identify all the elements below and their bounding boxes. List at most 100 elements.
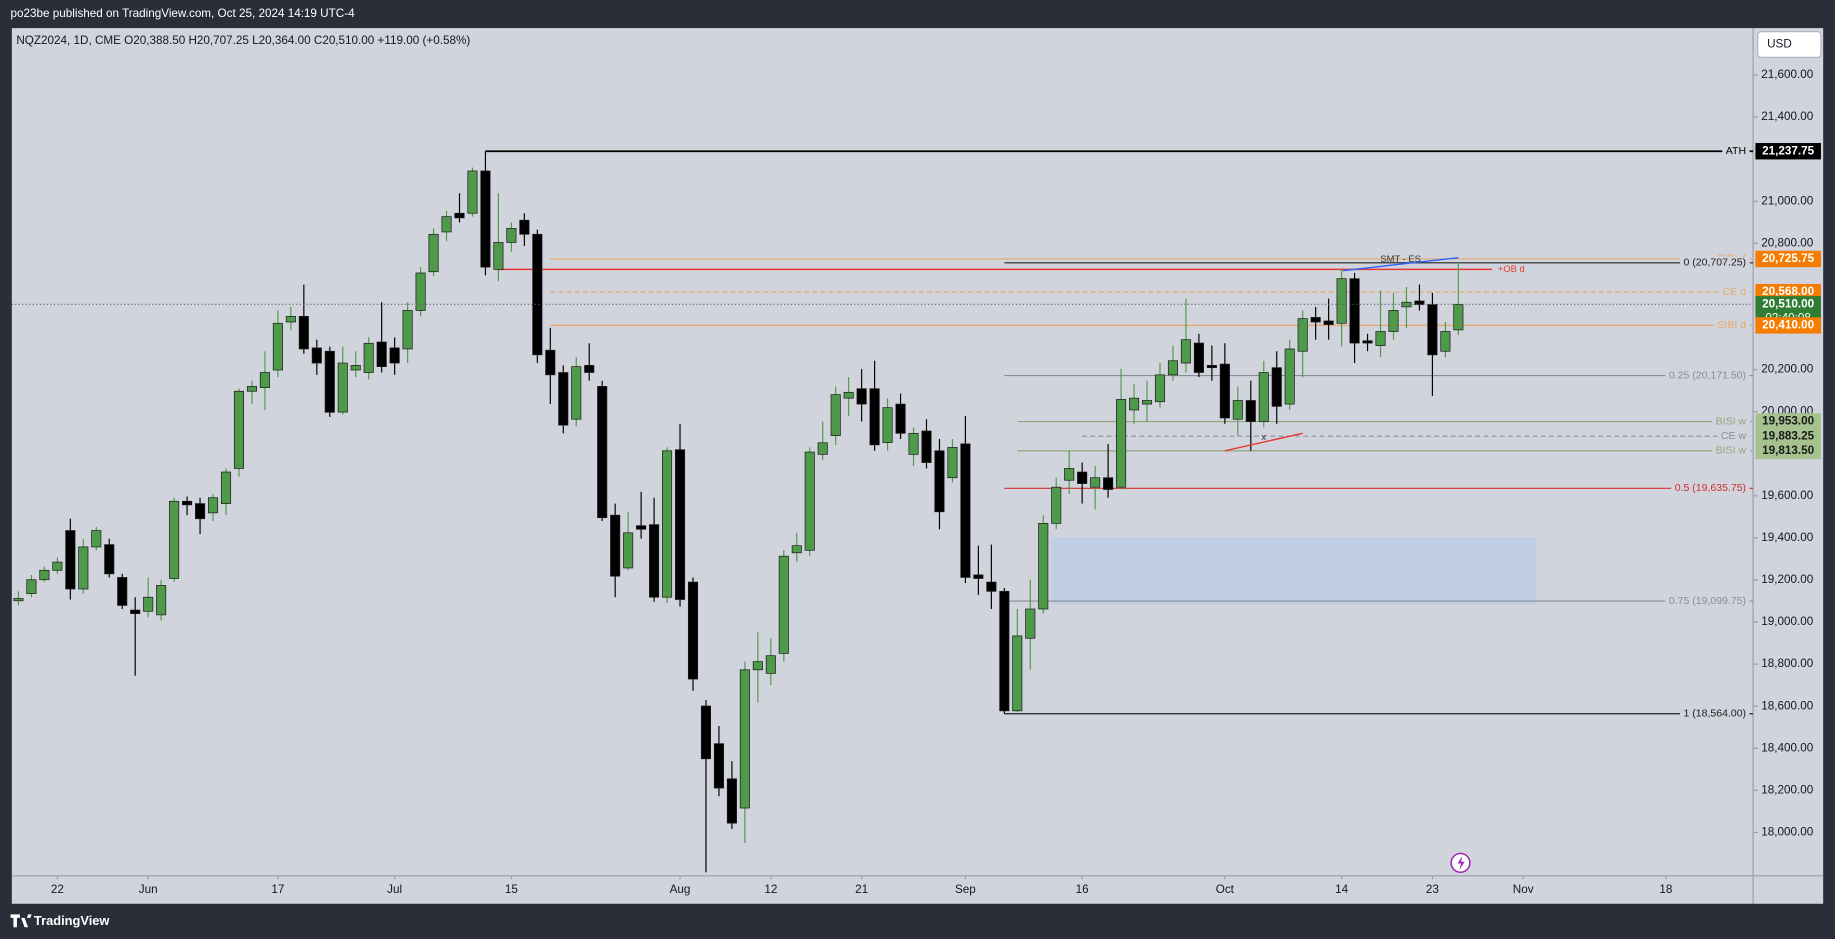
candle-body <box>1038 523 1049 610</box>
price-tag-label: 20,510.00 <box>1762 297 1814 310</box>
candle-body <box>246 386 257 392</box>
candle-body <box>1051 486 1062 524</box>
x-tick-label: 22 <box>51 883 64 896</box>
currency-label: USD <box>1767 38 1792 51</box>
level-label: SIBI d <box>1717 319 1746 331</box>
level-label-background <box>1717 429 1750 442</box>
candle-body <box>389 347 400 364</box>
candle-body <box>480 170 491 268</box>
candle-body <box>1180 339 1191 364</box>
candle-body <box>1284 348 1295 405</box>
level-label-background <box>1665 369 1750 382</box>
candle-body <box>1129 397 1140 411</box>
candle-body <box>78 546 89 590</box>
candle-body <box>1349 278 1360 344</box>
bottom-bar <box>0 903 1835 939</box>
candle-body <box>791 545 802 554</box>
candle-body <box>713 743 724 789</box>
candle-body <box>233 390 245 469</box>
candle-body <box>1258 372 1269 422</box>
y-tick-label: 19,000.00 <box>1761 615 1813 628</box>
candle-body <box>674 449 686 600</box>
candle-body <box>687 581 699 680</box>
candle-body <box>1323 320 1334 325</box>
candle-body <box>636 525 647 530</box>
candle-body <box>1116 399 1127 488</box>
level-label-background <box>1722 145 1750 158</box>
candle-body <box>415 272 426 311</box>
level-label-background <box>1712 415 1750 428</box>
price-tag <box>1755 428 1821 445</box>
candle-body <box>1025 608 1036 639</box>
candle-body <box>882 407 893 443</box>
candle-body <box>1245 400 1256 422</box>
candle-body <box>739 669 750 809</box>
brand-text: TradingView <box>34 913 110 928</box>
candle-body <box>1232 400 1243 420</box>
level-label-background <box>1679 256 1750 269</box>
level-label: 1 (18,564.00) <box>1684 708 1747 720</box>
candle-body <box>843 391 854 399</box>
candle-body <box>947 447 958 479</box>
trend-line <box>1224 432 1303 452</box>
candle-body <box>558 372 569 426</box>
candle-body <box>545 349 556 376</box>
trend-line <box>1342 256 1459 272</box>
level-label: 0.75 (19,099.75) <box>1669 595 1746 607</box>
candle-body <box>506 228 517 243</box>
candle-body <box>662 450 673 598</box>
candle-body <box>765 655 776 674</box>
x-tick-label: 17 <box>271 883 284 896</box>
candle-body <box>986 581 997 592</box>
candle-body <box>973 574 984 579</box>
candle-body <box>1375 331 1386 346</box>
level-label-background <box>1665 594 1750 607</box>
alert-icon[interactable] <box>1450 852 1471 874</box>
candle-body <box>1090 477 1101 488</box>
candle-body <box>493 242 504 270</box>
candle-body <box>830 394 841 436</box>
candle-body <box>259 372 270 389</box>
level-label: BISI w <box>1716 415 1747 427</box>
candle-body <box>999 590 1010 712</box>
candle-body <box>363 342 374 373</box>
candle-body <box>1310 317 1321 323</box>
y-tick-label: 20,200.00 <box>1761 363 1813 376</box>
candle-body <box>311 347 322 364</box>
price-tag <box>1755 317 1821 334</box>
candle-body <box>207 497 219 514</box>
x-tick-label: 14 <box>1335 883 1348 896</box>
brand-logo <box>10 914 32 928</box>
level-label-background <box>1713 319 1750 332</box>
candle-body <box>1012 635 1023 712</box>
candle-body <box>778 555 789 654</box>
candle-body <box>91 530 102 548</box>
candle-body <box>467 170 478 214</box>
y-tick-label: 20,800.00 <box>1761 236 1813 249</box>
candle-body <box>519 219 530 235</box>
plot-background <box>11 28 1824 904</box>
x-tick-label: 12 <box>764 883 777 896</box>
candle-body <box>272 322 283 371</box>
published-text: po23be published on TradingView.com, Oct… <box>11 7 356 20</box>
candle-body <box>571 366 582 420</box>
candle-body <box>117 577 128 606</box>
level-label-background <box>1719 285 1750 298</box>
candle-body <box>752 661 763 671</box>
y-tick-label: 18,000.00 <box>1761 826 1813 839</box>
level-label: BISI w <box>1716 445 1747 457</box>
y-tick-label: 19,200.00 <box>1761 573 1813 586</box>
candle-body <box>1388 310 1399 332</box>
x-tick-label: 23 <box>1426 883 1439 896</box>
candle-body <box>130 609 141 614</box>
currency-button[interactable] <box>1757 31 1822 58</box>
candle-body <box>700 705 712 760</box>
candle-body <box>960 443 971 578</box>
x-tick-label: Sep <box>955 883 976 896</box>
price-tag <box>1755 413 1821 430</box>
candle-body <box>337 362 348 413</box>
y-tick-label: 18,600.00 <box>1761 699 1813 712</box>
candle-body <box>1141 400 1153 405</box>
candle-body <box>441 216 452 233</box>
